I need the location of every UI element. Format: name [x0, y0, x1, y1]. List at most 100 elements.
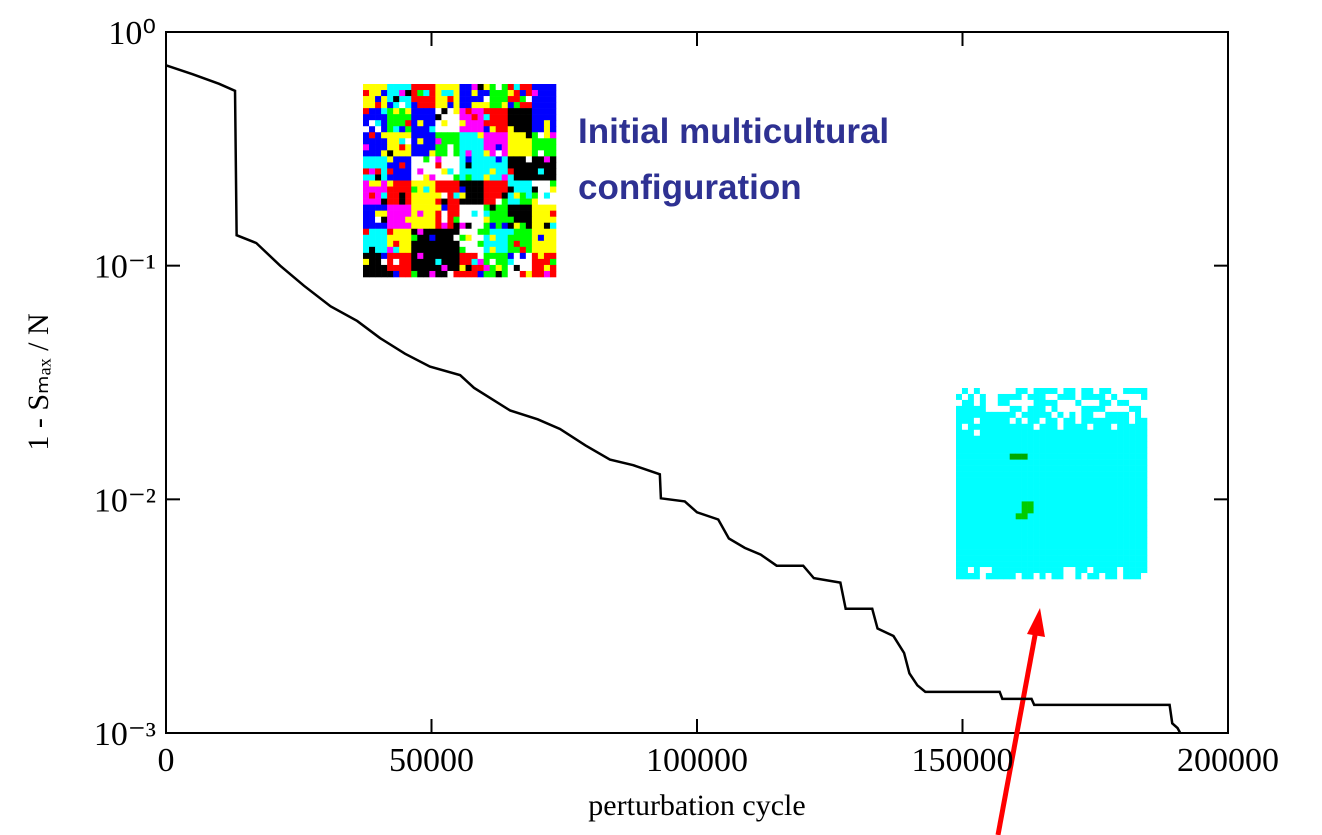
- pixel: [961, 549, 969, 556]
- pixel: [1117, 519, 1124, 526]
- pixel: [381, 270, 388, 278]
- pixel: [423, 198, 430, 205]
- pixel: [447, 180, 454, 187]
- pixel: [1057, 447, 1064, 454]
- pixel: [531, 216, 539, 224]
- pixel: [369, 252, 376, 260]
- pixel: [1051, 388, 1058, 395]
- pixel: [549, 138, 557, 145]
- pixel: [1015, 537, 1022, 544]
- pixel: [1093, 435, 1100, 443]
- pixel: [381, 216, 388, 224]
- pixel: [1123, 531, 1130, 538]
- pixel: [1081, 388, 1088, 395]
- pixel: [417, 234, 424, 242]
- pixel: [1135, 477, 1142, 484]
- pixel: [1105, 549, 1112, 556]
- pixel: [495, 108, 503, 115]
- pixel: [483, 120, 490, 127]
- pixel: [997, 543, 1005, 550]
- pixel: [369, 174, 376, 181]
- pixel: [1063, 519, 1070, 526]
- pixel: [1099, 573, 1106, 580]
- pixel: [1105, 453, 1112, 460]
- pixel: [441, 138, 448, 145]
- pixel: [1093, 471, 1100, 478]
- pixel: [513, 216, 521, 224]
- pixel: [513, 108, 521, 115]
- pixel: [1123, 567, 1130, 574]
- pixel: [1039, 483, 1046, 490]
- pixel: [459, 162, 466, 169]
- pixel: [489, 132, 496, 139]
- pixel: [483, 258, 490, 266]
- pixel: [1057, 465, 1064, 472]
- pixel: [399, 84, 406, 91]
- pixel: [1045, 525, 1052, 532]
- pixel: [411, 186, 418, 193]
- pixel: [973, 423, 981, 431]
- pixel: [507, 144, 515, 151]
- pixel: [525, 102, 533, 109]
- pixel: [1015, 399, 1022, 407]
- pixel: [525, 168, 533, 175]
- x-tick-label: 100000: [646, 742, 748, 779]
- y-tick-label: 10⁻²: [94, 482, 156, 519]
- pixel: [405, 246, 412, 254]
- pixel: [435, 162, 442, 169]
- pixel: [459, 168, 466, 175]
- pixel: [363, 204, 370, 211]
- pixel: [489, 192, 496, 199]
- pixel: [1141, 471, 1148, 478]
- pixel: [549, 264, 557, 272]
- pixel: [375, 168, 382, 175]
- pixel: [1015, 411, 1022, 419]
- pixel: [465, 90, 472, 97]
- pixel: [1081, 555, 1088, 562]
- pixel: [453, 228, 460, 236]
- pixel: [495, 264, 503, 272]
- pixel: [543, 204, 551, 211]
- pixel: [1003, 393, 1011, 401]
- pixel: [1093, 573, 1100, 580]
- pixel: [519, 108, 527, 115]
- pixel: [1129, 507, 1136, 514]
- pixel: [405, 222, 412, 230]
- pixel: [459, 240, 466, 248]
- x-tick-label: 0: [158, 742, 175, 779]
- pixel: [991, 399, 999, 407]
- pixel: [1039, 405, 1046, 413]
- pixel: [429, 120, 436, 127]
- pixel: [1141, 555, 1148, 562]
- pixel: [1087, 555, 1094, 562]
- pixel: [985, 525, 993, 532]
- pixel: [1087, 519, 1094, 526]
- pixel: [393, 234, 400, 242]
- pixel: [1057, 501, 1064, 508]
- pixel: [519, 156, 527, 163]
- pixel: [1099, 549, 1106, 556]
- pixel: [393, 180, 400, 187]
- pixel: [979, 501, 987, 508]
- pixel: [537, 234, 545, 242]
- pixel: [1063, 459, 1070, 466]
- pixel: [405, 108, 412, 115]
- pixel: [411, 90, 418, 97]
- pixel: [525, 138, 533, 145]
- pixel: [435, 156, 442, 163]
- pixel: [507, 162, 515, 169]
- pixel: [997, 393, 1005, 401]
- pixel: [956, 388, 963, 395]
- pixel: [519, 264, 527, 272]
- pixel: [423, 162, 430, 169]
- pixel: [381, 120, 388, 127]
- pixel: [525, 120, 533, 127]
- pixel: [1135, 465, 1142, 472]
- pixel: [375, 192, 382, 199]
- pixel: [423, 246, 430, 254]
- pixel: [537, 138, 545, 145]
- pixel: [393, 252, 400, 260]
- pixel: [477, 180, 484, 187]
- pixel: [369, 90, 376, 97]
- pixel: [477, 162, 484, 169]
